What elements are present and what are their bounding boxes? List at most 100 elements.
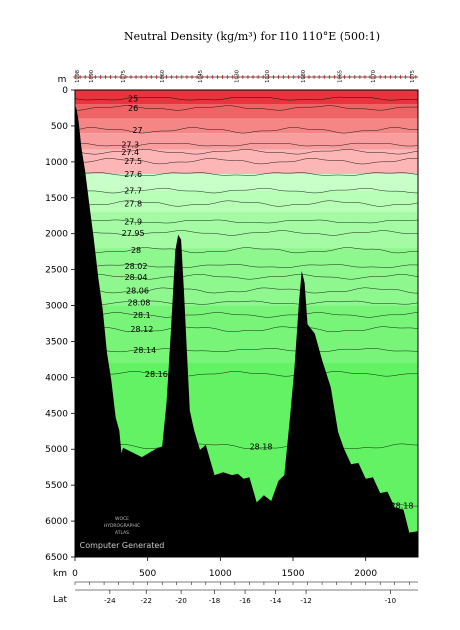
isopycnal-line: [75, 247, 418, 254]
x-tick-label: 1500: [282, 569, 305, 579]
isopycnal-line: [75, 230, 418, 236]
station-label: 1045: [198, 70, 204, 83]
station-label: 1075: [121, 70, 127, 83]
y-tick-label: 6000: [45, 517, 68, 527]
isopycnal-label: 28.02: [125, 262, 148, 271]
isopycnal-label: 27: [132, 126, 142, 135]
y-tick-label: 3000: [45, 302, 68, 312]
density-band: [75, 305, 418, 364]
isopycnal-line: [75, 264, 418, 268]
isopycnal-label: 28.18: [391, 501, 414, 510]
isopycnal-line: [75, 172, 418, 176]
density-band: [75, 212, 418, 249]
station-label: 1075: [410, 70, 416, 83]
lat-label: Lat: [53, 595, 68, 605]
isopycnal-line: [75, 300, 418, 305]
y-tick-label: 1500: [45, 194, 68, 204]
isopycnal-label: 28.14: [133, 346, 156, 355]
plot-frame: [74, 89, 419, 558]
lat-tick-label: -14: [270, 597, 282, 605]
density-band: [75, 190, 418, 213]
isopycnal-line: [75, 200, 418, 207]
isopycnal-line: [75, 127, 418, 134]
density-band: [75, 248, 418, 306]
isopycnal-line: [75, 312, 418, 318]
y-tick-label: 1000: [45, 158, 68, 168]
isopycnal-label: 28.08: [127, 299, 150, 308]
isopycnal-label: 27.7: [124, 187, 142, 196]
watermark-logo-line: HYDROGRAPHIC: [104, 523, 140, 529]
y-tick-label: 4500: [45, 409, 68, 419]
isopycnal-label: 27.6: [124, 170, 142, 179]
density-band: [75, 104, 418, 119]
y-tick-label: 2500: [45, 266, 68, 276]
isopycnal-line: [75, 443, 418, 450]
chart-title: Neutral Density (kg/m³) for I10 110°E (5…: [124, 30, 380, 43]
lat-tick-label: -24: [104, 597, 116, 605]
isopycnal-label: 28.1: [133, 311, 151, 320]
station-label: 1020: [265, 70, 271, 83]
isopycnal-label: 27.9: [124, 217, 142, 226]
x-tick-label: 500: [139, 569, 156, 579]
x-axis: 0 500 1000 1500 2000: [72, 557, 410, 585]
isopycnal-line: [75, 348, 418, 353]
isopycnal-line: [75, 274, 418, 280]
isopycnal-line: [75, 287, 418, 294]
station-label: 1070: [371, 70, 377, 83]
isopycnal-line: [75, 105, 418, 111]
isopycnal-line: [75, 187, 418, 194]
isopycnal-line: [75, 371, 418, 377]
isopycnal-label: 25: [128, 95, 138, 104]
y-tick-label: 5000: [45, 445, 68, 455]
density-band: [75, 149, 418, 175]
station-label: 1060: [160, 70, 166, 83]
density-band: [75, 133, 418, 150]
isopycnal-line: [75, 219, 418, 224]
y-tick-label: 2000: [45, 230, 68, 240]
y-tick-label: 6500: [45, 553, 68, 563]
lat-tick-label: -12: [300, 597, 311, 605]
isopycnal-label: 26: [128, 104, 138, 113]
isopycnal-label: 28.16: [145, 370, 168, 379]
station-label: 1030: [234, 70, 240, 83]
isopycnal-label: 28: [131, 246, 141, 255]
y-axis: 0 500 1000 1500 2000 2500 3000 3500 4000 4500 5000…: [45, 86, 75, 563]
y-tick-label: 500: [51, 122, 68, 132]
seafloor: [75, 105, 418, 557]
isopycnal-label: 27.4: [121, 148, 139, 157]
station-label: 1098: [75, 70, 81, 83]
lat-tick-label: -18: [209, 597, 220, 605]
isopycnal-label: 28.04: [125, 273, 148, 282]
y-tick-label: 5500: [45, 481, 68, 491]
bathymetry: [75, 105, 418, 557]
isopycnal-line: [75, 142, 418, 147]
isopycnal-label: 27.3: [121, 141, 139, 150]
lat-tick-label: -20: [175, 597, 186, 605]
station-label: 1090: [89, 70, 95, 83]
x-unit-label: km: [53, 569, 67, 579]
x-tick-label: 0: [72, 569, 78, 579]
woce-watermark: WOCE HYDROGRAPHIC ATLAS Computer Generat…: [80, 516, 165, 550]
isopycnal-label: 28.06: [126, 286, 149, 295]
watermark-logo-line: ATLAS: [115, 530, 129, 536]
y-unit-label: m: [58, 75, 67, 85]
density-band: [75, 90, 418, 105]
watermark-text: Computer Generated: [80, 541, 165, 550]
isopycnal-label: 27.95: [122, 229, 145, 238]
lat-tick-label: -22: [140, 597, 151, 605]
density-band: [75, 174, 418, 191]
isopycnal-label: 28.18: [250, 442, 273, 451]
y-tick-label: 0: [62, 86, 68, 96]
y-tick-label: 4000: [45, 373, 68, 383]
x-tick-label: 2000: [354, 569, 377, 579]
x-tick-label: 1000: [209, 569, 232, 579]
station-label: 1065: [338, 70, 344, 83]
watermark-logo-line: WOCE: [115, 516, 129, 522]
lat-axis: -24 -22 -20 -18 -16 -14 -12 -10: [104, 590, 396, 605]
isopycnal-line: [75, 96, 418, 101]
lat-tick-label: -16: [239, 597, 251, 605]
isopycnal-line: [75, 149, 418, 155]
density-band: [75, 118, 418, 134]
